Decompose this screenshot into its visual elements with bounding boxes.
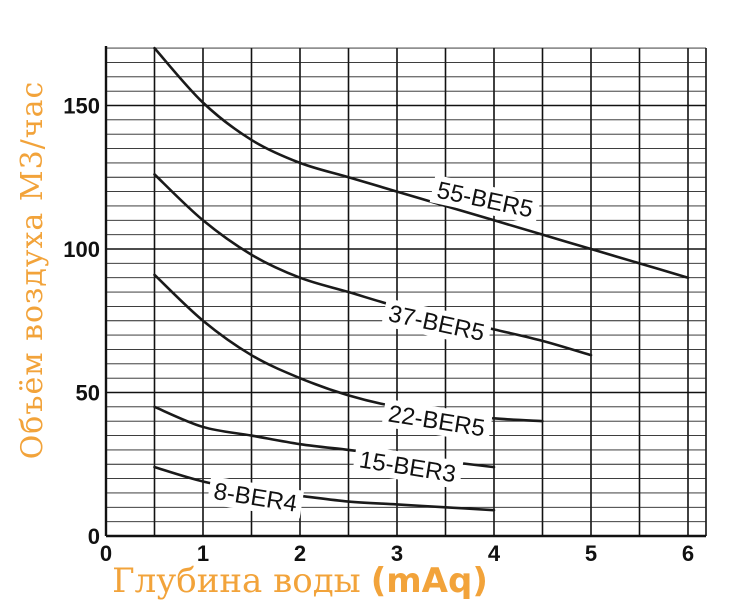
- y-tick-label: 150: [63, 94, 100, 119]
- series-line-8-ber4: [153, 465, 496, 512]
- x-axis-label-text: Глубина воды: [112, 561, 361, 601]
- series-label-bg: [429, 174, 542, 225]
- curves: [153, 46, 690, 512]
- x-tick-label: 4: [488, 541, 501, 566]
- series-label-group: 15-BER3: [352, 444, 464, 490]
- series-label: 8-BER4: [212, 478, 299, 518]
- x-tick-label: 1: [197, 541, 209, 566]
- x-axis-label: Глубина воды (mAq): [112, 561, 488, 601]
- x-axis-label-unit: (mAq): [371, 561, 488, 601]
- series-label-bg: [381, 398, 493, 444]
- y-tick-label: 100: [63, 237, 100, 262]
- y-tick-labels: 0 50 100 150: [63, 94, 100, 550]
- series-label-group: 22-BER5: [381, 398, 493, 444]
- series-label: 37-BER5: [386, 300, 487, 347]
- x-tick-label: 5: [585, 541, 597, 566]
- series-label-group: 8-BER4: [206, 476, 305, 519]
- y-axis-label: Объём воздуха М3/час: [15, 81, 50, 460]
- y-tick-label: 50: [76, 381, 100, 406]
- x-tick-label: 2: [294, 541, 306, 566]
- x-tick-label: 6: [682, 541, 694, 566]
- y-tick-label: 0: [88, 524, 100, 549]
- series-label-bg: [206, 476, 305, 519]
- x-tick-labels: 0 1 2 3 4 5 6: [100, 541, 694, 566]
- x-tick-label: 0: [100, 541, 112, 566]
- grid: [104, 46, 707, 538]
- series-label-bg: [381, 298, 493, 349]
- x-tick-label: 3: [391, 541, 403, 566]
- series-label-bg: [352, 444, 464, 490]
- series-label-group: 37-BER5: [381, 298, 493, 349]
- series-line-55-ber5: [153, 46, 690, 279]
- series-line-37-ber5: [153, 173, 593, 357]
